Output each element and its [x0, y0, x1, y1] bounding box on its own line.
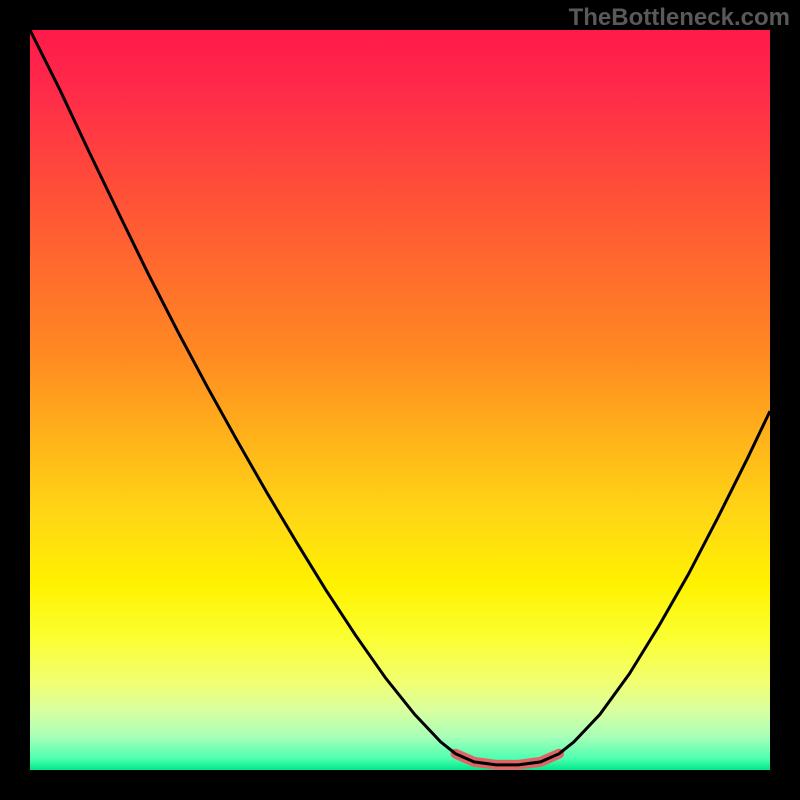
bottleneck-curve [30, 30, 770, 765]
watermark-text: TheBottleneck.com [569, 4, 790, 32]
chart-container: TheBottleneck.com [0, 0, 800, 800]
plot-area [30, 30, 770, 770]
curve-layer [30, 30, 770, 770]
